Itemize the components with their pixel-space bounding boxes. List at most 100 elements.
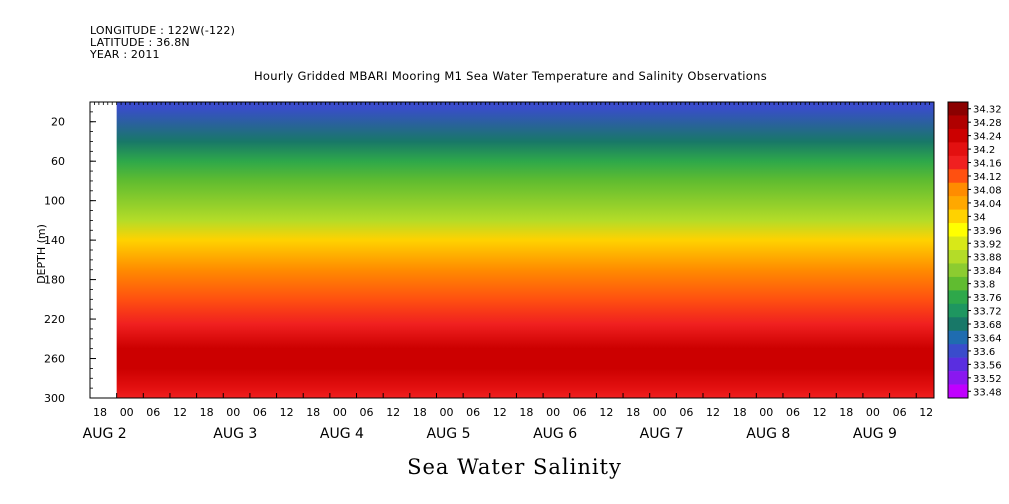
colorbar-swatch — [948, 223, 968, 237]
x-hour-tick-label: 06 — [786, 406, 800, 419]
x-hour-tick-label: 18 — [306, 406, 320, 419]
colorbar-label: 34.16 — [973, 159, 1002, 170]
colorbar-label: 34.32 — [973, 105, 1002, 116]
colorbar-label: 33.92 — [973, 239, 1002, 250]
colorbar-swatch — [948, 384, 968, 399]
x-hour-tick-label: 12 — [919, 406, 933, 419]
colorbar: 34.32 34.28 34.24 34.2 34.16 34.12 34.08 34.04 3… — [947, 101, 1002, 399]
colorbar-swatch — [948, 236, 968, 251]
y-tick-label: 300 — [44, 392, 65, 405]
colorbar-swatch — [948, 344, 968, 358]
colorbar-label: 33.72 — [973, 307, 1002, 318]
x-hour-tick-label: 18 — [200, 406, 214, 419]
x-hour-tick-label: 06 — [146, 406, 160, 419]
y-axis-label: DEPTH (m) — [35, 224, 48, 284]
colorbar-swatch — [948, 169, 968, 184]
y-tick-label: 100 — [44, 195, 65, 208]
colorbar-label: 34.12 — [973, 172, 1002, 183]
x-hour-tick-label: 00 — [546, 406, 560, 419]
colorbar-label: 33.68 — [973, 320, 1002, 331]
x-hour-tick-label: 00 — [759, 406, 773, 419]
colorbar-label: 33.96 — [973, 226, 1002, 237]
colorbar-label: 34.28 — [973, 118, 1002, 129]
x-hour-tick-label: 18 — [413, 406, 427, 419]
variable-label: Sea Water Salinity — [407, 455, 622, 479]
colorbar-swatch — [948, 142, 968, 157]
salinity-field — [116, 102, 934, 398]
x-hour-tick-label: 00 — [226, 406, 240, 419]
plot-area — [89, 101, 935, 399]
x-hour-tick-label: 06 — [360, 406, 374, 419]
colorbar-swatch — [948, 303, 968, 318]
colorbar-label: 34.04 — [973, 199, 1002, 210]
colorbar-swatch — [948, 128, 968, 143]
longitude-label: LONGITUDE : 122W(-122) — [90, 24, 236, 37]
colorbar-label: 33.88 — [973, 253, 1002, 264]
colorbar-swatch — [948, 330, 968, 345]
colorbar-swatch — [948, 263, 968, 278]
x-hour-tick-label: 06 — [573, 406, 587, 419]
y-tick-label: 140 — [44, 234, 65, 247]
x-day-label: AUG 2 — [83, 426, 127, 442]
colorbar-label: 34.08 — [973, 185, 1002, 196]
x-hour-tick-label: 12 — [280, 406, 294, 419]
x-hour-tick-label: 00 — [120, 406, 134, 419]
y-tick-label: 180 — [44, 274, 65, 287]
x-hour-tick-label: 12 — [386, 406, 400, 419]
colorbar-swatch — [948, 357, 968, 372]
x-hour-tick-label: 12 — [493, 406, 507, 419]
chart-title: Hourly Gridded MBARI Mooring M1 Sea Wate… — [253, 69, 768, 83]
colorbar-swatch — [948, 371, 968, 385]
x-hour-tick-label: 18 — [519, 406, 533, 419]
colorbar-swatch — [948, 196, 968, 210]
colorbar-swatch — [948, 276, 968, 291]
colorbar-label: 34.2 — [973, 145, 995, 156]
colorbar-swatch — [948, 290, 968, 305]
x-hour-tick-label: 06 — [893, 406, 907, 419]
x-day-label: AUG 3 — [213, 426, 257, 442]
colorbar-label: 34 — [973, 212, 986, 223]
x-day-label: AUG 5 — [426, 426, 470, 442]
y-tick-label: 260 — [44, 353, 65, 366]
x-hour-tick-label: 18 — [626, 406, 640, 419]
x-axis: 18 00 06 12 18 00 06 12 18 00 06 12 18 00 06 12 18 00 06 12… — [83, 393, 933, 442]
colorbar-swatch — [948, 115, 968, 130]
year-label: YEAR : 2011 — [90, 48, 160, 61]
x-day-label: AUG 7 — [640, 426, 684, 442]
x-hour-tick-label: 12 — [599, 406, 613, 419]
colorbar-label: 33.84 — [973, 266, 1002, 277]
colorbar-label: 33.6 — [973, 347, 995, 358]
x-hour-tick-label: 00 — [333, 406, 347, 419]
x-hour-tick-label: 06 — [679, 406, 693, 419]
y-tick-label: 20 — [51, 116, 65, 129]
x-hour-tick-label: 18 — [839, 406, 853, 419]
x-hour-tick-label: 12 — [706, 406, 720, 419]
colorbar-label: 33.48 — [973, 387, 1002, 398]
colorbar-label: 33.76 — [973, 293, 1002, 304]
colorbar-swatch — [948, 102, 968, 116]
colorbar-swatch — [948, 250, 968, 264]
x-hour-tick-label: 00 — [866, 406, 880, 419]
x-hour-tick-label: 12 — [813, 406, 827, 419]
colorbar-swatch — [948, 155, 968, 170]
y-tick-label: 220 — [44, 313, 65, 326]
y-tick-label: 60 — [51, 155, 65, 168]
x-day-label: AUG 9 — [853, 426, 897, 442]
x-hour-tick-label: 18 — [733, 406, 747, 419]
colorbar-label: 33.56 — [973, 360, 1002, 371]
colorbar-label: 34.24 — [973, 132, 1002, 143]
colorbar-swatch — [948, 209, 968, 224]
x-hour-tick-label: 12 — [173, 406, 187, 419]
latitude-label: LATITUDE : 36.8N — [90, 36, 190, 49]
x-day-label: AUG 4 — [320, 426, 364, 442]
colorbar-label: 33.64 — [973, 333, 1002, 344]
x-hour-tick-label: 00 — [653, 406, 667, 419]
colorbar-swatch — [948, 317, 968, 332]
x-day-label: AUG 6 — [533, 426, 577, 442]
x-day-label: AUG 8 — [746, 426, 790, 442]
x-hour-tick-label: 06 — [466, 406, 480, 419]
y-axis: 20 60 100 140 180 220 260 300 — [44, 101, 96, 405]
x-hour-tick-label: 18 — [93, 406, 107, 419]
colorbar-swatch — [948, 182, 968, 197]
